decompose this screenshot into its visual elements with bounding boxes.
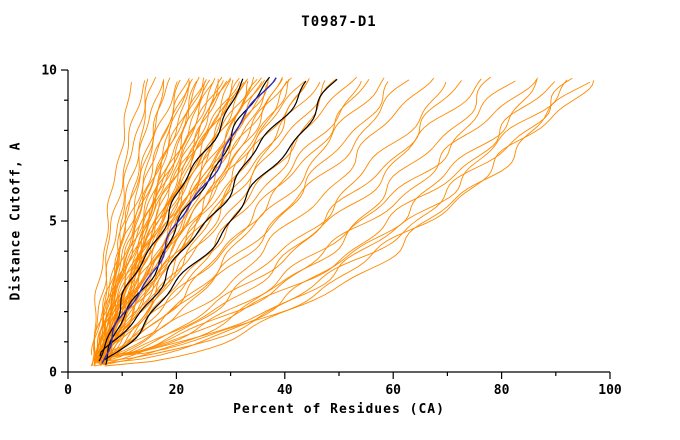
prediction-ensemble-curve (93, 79, 538, 361)
prediction-ensemble-curve (102, 80, 516, 357)
prediction-ensemble-curve (103, 79, 410, 360)
y-tick-label: 10 (41, 64, 57, 79)
prediction-ensemble-curve (94, 80, 326, 358)
prediction-ensemble-curve (109, 78, 258, 361)
highlighted-models-curve (98, 78, 244, 362)
prediction-ensemble-curve (94, 78, 149, 362)
x-tick-label: 0 (64, 383, 72, 398)
prediction-ensemble-curve (92, 80, 146, 358)
y-tick-label: 5 (49, 215, 57, 230)
prediction-ensemble-curve (95, 77, 573, 363)
prediction-ensemble-curve (104, 78, 482, 362)
highlighted-models-curve (105, 76, 271, 365)
prediction-ensemble-curve (91, 81, 191, 367)
chart-title: T0987-D1 (301, 14, 377, 30)
x-tick-label: 60 (385, 383, 401, 398)
prediction-ensemble-curve (104, 79, 370, 361)
prediction-ensemble-curve (109, 80, 288, 357)
prediction-ensemble-curve (104, 81, 591, 367)
prediction-ensemble-curve (94, 81, 245, 367)
prediction-ensemble-curve (97, 77, 292, 364)
x-axis-title: Percent of Residues (CA) (233, 402, 445, 417)
prediction-ensemble-curve (103, 80, 228, 357)
prediction-ensemble-curve (100, 78, 193, 362)
x-tick-label: 20 (169, 383, 185, 398)
reference-model-curve (101, 77, 277, 364)
y-tick-label: 0 (49, 366, 57, 381)
prediction-ensemble-curve (98, 80, 224, 358)
prediction-ensemble-curve (100, 81, 389, 356)
prediction-ensemble-curve (110, 81, 556, 356)
prediction-ensemble-curve (94, 81, 447, 367)
prediction-ensemble-curve (98, 77, 171, 364)
x-tick-label: 80 (494, 383, 510, 398)
prediction-ensemble-curve (96, 77, 232, 364)
prediction-ensemble-curve (109, 80, 462, 358)
prediction-ensemble-curve (100, 79, 234, 359)
x-tick-label: 100 (598, 383, 622, 398)
prediction-ensemble-curve (91, 81, 178, 356)
prediction-ensemble-curve (92, 79, 568, 360)
x-tick-label: 40 (277, 383, 293, 398)
prediction-ensemble-curve (101, 80, 595, 358)
prediction-ensemble-curve (100, 81, 321, 367)
prediction-ensemble-curve (106, 79, 290, 361)
highlighted-models-curve (103, 78, 338, 361)
prediction-ensemble-curve (93, 77, 435, 363)
highlighted-models-curve (99, 80, 307, 357)
prediction-ensemble-curve (93, 82, 132, 367)
prediction-ensemble-curve (101, 77, 385, 364)
prediction-ensemble-curve (96, 81, 305, 356)
